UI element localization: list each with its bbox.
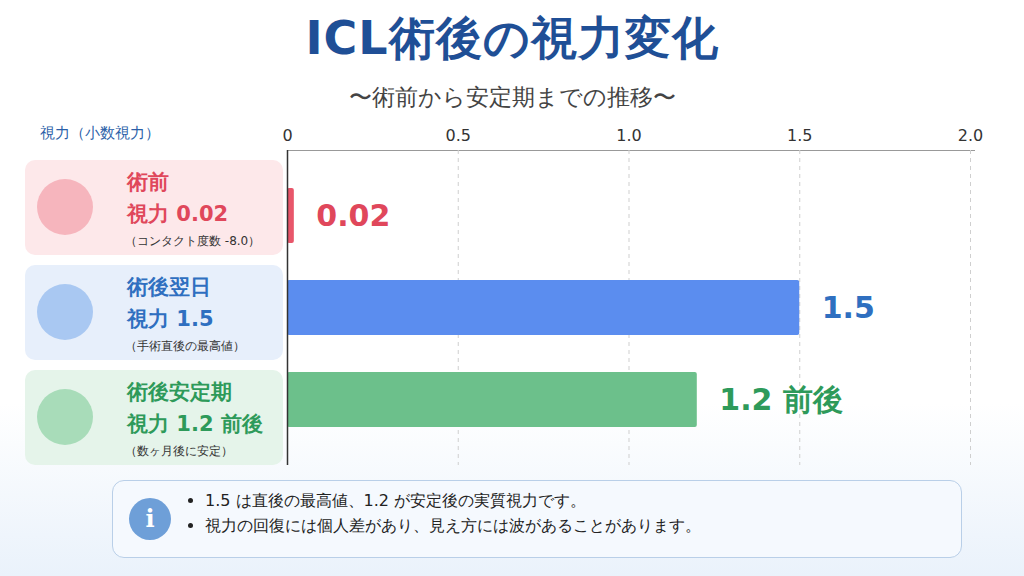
svg-text:0.02: 0.02: [316, 198, 390, 233]
html-text:視力 1.5: 視力 1.5: [127, 307, 214, 331]
html-text:〜術前から安定期までの推移〜: 〜術前から安定期までの推移〜: [348, 84, 676, 110]
html-text:ICL術後の視力変化: ICL術後の視力変化: [305, 11, 719, 65]
html-text:視力の回復には個人差があり、見え方には波があることがあります: 視力の回復には個人差があり、見え方には波があることがあります。: [205, 516, 701, 535]
html-text:（手術直後の最高値）: （手術直後の最高値）: [125, 339, 245, 353]
html-text:術後翌日: 術後翌日: [127, 275, 211, 299]
svg-text:1.0: 1.0: [616, 126, 641, 145]
html-text:（数ヶ月後に安定）: （数ヶ月後に安定）: [125, 444, 233, 458]
svg-text:1.2 前後: 1.2 前後: [719, 382, 843, 417]
html-text:1.5 は直後の最高値、1.2 が安定後の実質視力です。: 1.5 は直後の最高値、1.2 が安定後の実質視力です。: [205, 491, 587, 510]
html-text:視力 0.02: 視力 0.02: [127, 202, 229, 226]
svg-text:1.5: 1.5: [787, 126, 812, 145]
svg-text:1.5: 1.5: [822, 290, 875, 325]
svg-text:0.5: 0.5: [446, 126, 471, 145]
svg-text:0: 0: [282, 126, 292, 145]
html-text:術後安定期: 術後安定期: [127, 380, 232, 404]
html-text:視力 1.2 前後: 視力 1.2 前後: [127, 412, 263, 436]
html-text:術前: 術前: [127, 170, 169, 194]
html-text:i: i: [145, 504, 155, 533]
html-text:（コンタクト度数 -8.0）: （コンタクト度数 -8.0）: [125, 234, 261, 248]
svg-text:2.0: 2.0: [958, 126, 983, 145]
html-text:視力（小数視力）: 視力（小数視力）: [40, 124, 160, 142]
